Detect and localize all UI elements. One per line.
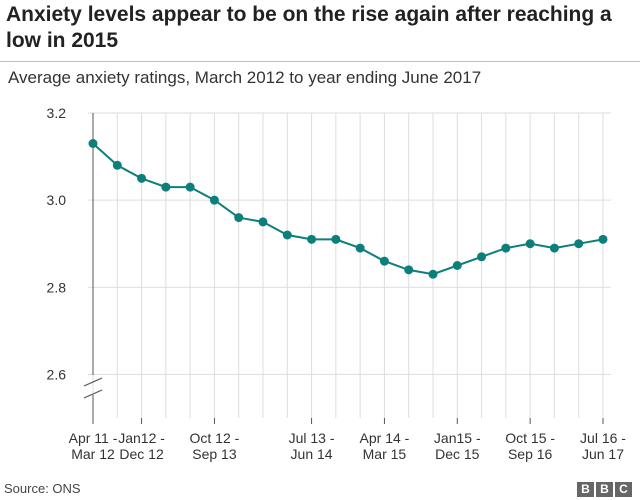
- y-tick-label: 2.8: [47, 279, 67, 295]
- data-point: [598, 234, 608, 244]
- data-point: [88, 139, 98, 148]
- x-tick-label: Dec 15: [435, 446, 480, 462]
- data-point: [379, 256, 389, 266]
- x-tick-label: Oct 12 -: [190, 430, 240, 446]
- logo-letter: B: [577, 482, 594, 497]
- data-point: [161, 182, 171, 192]
- logo-letter: C: [615, 482, 632, 497]
- data-point: [185, 182, 195, 192]
- x-tick-label: Sep 16: [508, 446, 553, 462]
- x-tick-label: Oct 15 -: [505, 430, 555, 446]
- y-tick-label: 2.6: [47, 366, 67, 382]
- data-point: [282, 230, 292, 240]
- x-tick-label: Jan12 -: [118, 430, 165, 446]
- series-line: [92, 142, 604, 276]
- data-point: [404, 265, 414, 275]
- x-tick-label: Mar 15: [363, 446, 407, 462]
- series: [88, 139, 608, 279]
- bbc-logo: B B C: [577, 482, 632, 497]
- data-point: [258, 217, 268, 227]
- data-point: [307, 234, 317, 244]
- data-point: [355, 243, 365, 253]
- x-tick-label: Sep 13: [192, 446, 237, 462]
- data-point: [549, 243, 559, 253]
- x-tick-label: Apr 11 -: [69, 430, 118, 446]
- x-tick-label: Jul 13 -: [289, 430, 335, 446]
- x-tick-label: Jul 16 -: [580, 430, 626, 446]
- x-tick-label: Dec 12: [119, 446, 164, 462]
- axis-break-mark: [83, 389, 103, 399]
- gridlines: [88, 112, 611, 418]
- title-divider: [0, 61, 640, 62]
- x-tick-label: Jun 14: [291, 446, 333, 462]
- data-point: [209, 195, 219, 205]
- source-note: Source: ONS: [4, 481, 81, 496]
- data-point: [331, 234, 341, 244]
- x-tick-label: Mar 12: [71, 446, 115, 462]
- data-point: [137, 173, 147, 183]
- chart-title: Anxiety levels appear to be on the rise …: [6, 3, 612, 52]
- data-point: [112, 160, 122, 170]
- data-point: [574, 239, 584, 249]
- data-point: [428, 269, 438, 279]
- data-point: [477, 252, 487, 262]
- y-axis: 2.6 2.8 3.0 3.2: [47, 105, 103, 418]
- chart-subtitle: Average anxiety ratings, March 2012 to y…: [8, 68, 482, 87]
- axis-break-mark: [83, 377, 103, 387]
- y-tick-label: 3.2: [47, 105, 67, 121]
- logo-letter: B: [596, 482, 613, 497]
- y-tick-label: 3.0: [47, 192, 67, 208]
- x-tick-label: Apr 14 -: [360, 430, 410, 446]
- x-tick-label: Jun 17: [582, 446, 624, 462]
- data-point: [452, 261, 462, 270]
- x-tick-label: Jan15 -: [434, 430, 481, 446]
- data-point: [234, 213, 244, 223]
- data-point: [501, 243, 511, 253]
- data-point: [525, 239, 535, 249]
